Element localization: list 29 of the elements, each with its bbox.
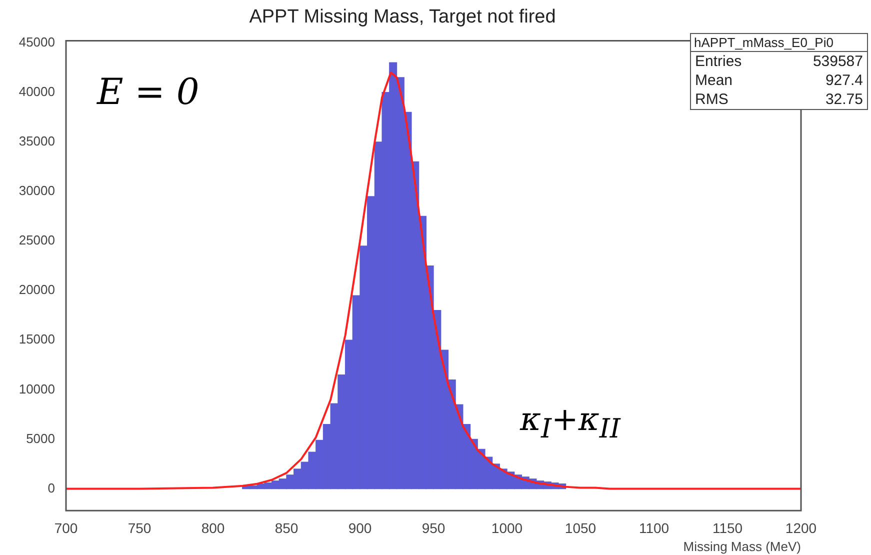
y-tick-label: 15000 bbox=[18, 332, 55, 347]
y-tick-label: 10000 bbox=[18, 381, 55, 396]
y-tick-label: 20000 bbox=[18, 282, 55, 298]
annotation: κ$_{I}$+κ$_{II}$ bbox=[520, 400, 620, 444]
x-tick-label: 750 bbox=[128, 520, 152, 536]
y-tick-label: 45000 bbox=[18, 34, 55, 50]
y-tick-label: 40000 bbox=[18, 84, 55, 99]
x-tick-label: 950 bbox=[422, 520, 446, 536]
x-tick-label: 1050 bbox=[564, 520, 596, 536]
y-tick-label: 25000 bbox=[18, 232, 55, 248]
text: Mean 927.4 bbox=[695, 72, 863, 89]
x-tick-label: 900 bbox=[348, 520, 372, 536]
y-tick-label: 30000 bbox=[18, 183, 55, 198]
x-tick-label: 700 bbox=[54, 520, 78, 536]
annotation: E = 0 bbox=[97, 72, 200, 113]
y-tick-label: 35000 bbox=[18, 133, 55, 148]
text: Entries 539587 bbox=[695, 53, 863, 70]
x-tick-label: 1150 bbox=[712, 520, 743, 536]
chart-title: APPT Missing Mass, Target not fired bbox=[249, 6, 556, 28]
annotation: hAPPT_mMass_E0_Pi0 bbox=[691, 34, 867, 52]
x-tick-label: 850 bbox=[274, 520, 298, 536]
x-tick-label: 1000 bbox=[491, 520, 523, 536]
x-tick-label: 800 bbox=[201, 520, 225, 536]
y-tick-label: 0 bbox=[48, 480, 55, 496]
x-axis-title: Missing Mass (MeV) bbox=[683, 538, 801, 554]
x-tick-label: 1100 bbox=[638, 520, 670, 536]
y-tick-label: 5000 bbox=[26, 430, 55, 446]
text: RMS 32.75 bbox=[695, 91, 863, 108]
x-tick-label: 1200 bbox=[785, 520, 817, 536]
